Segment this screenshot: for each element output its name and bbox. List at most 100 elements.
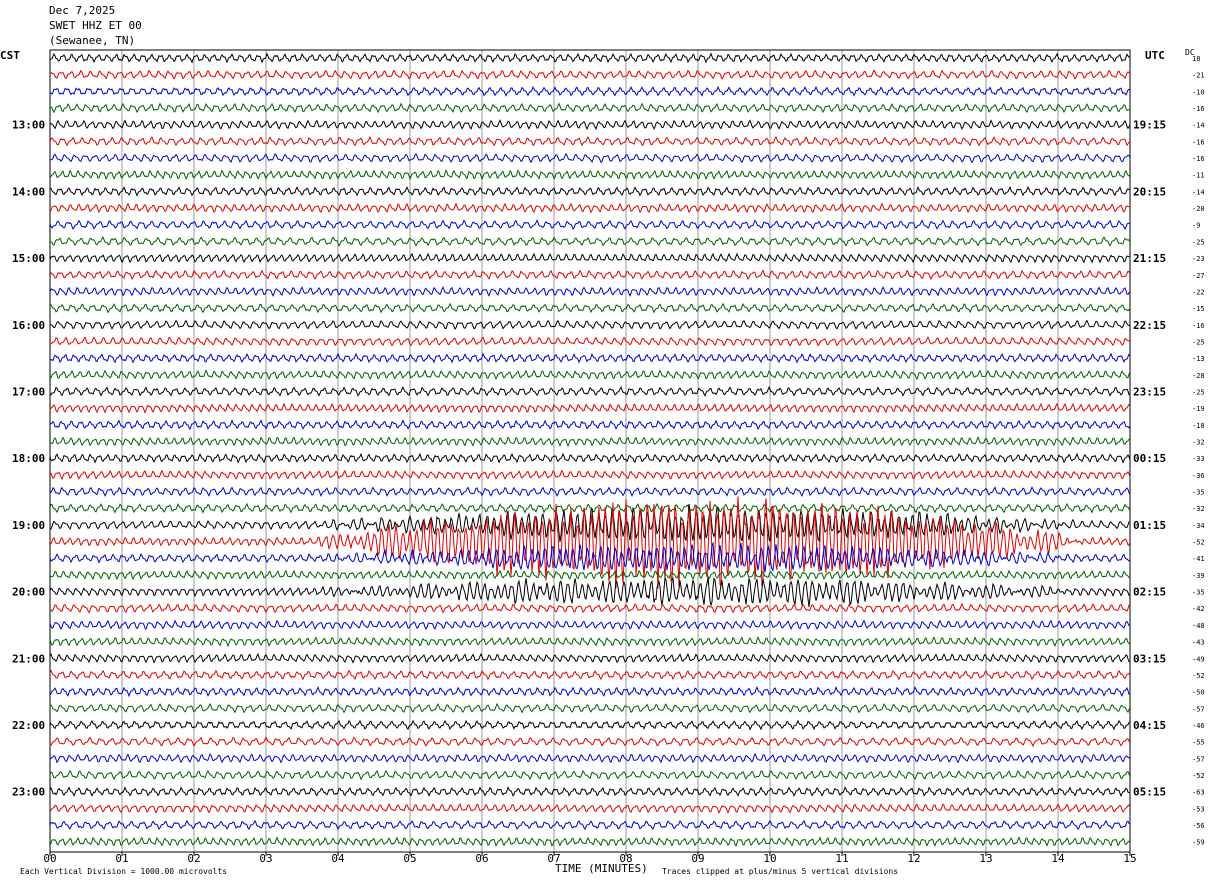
dc-offset-label: -22 (1192, 288, 1205, 296)
dc-offset-label: -56 (1192, 822, 1205, 830)
trace-line (49, 69, 1131, 80)
dc-offset-label: -59 (1192, 839, 1205, 847)
dc-offset-label: -53 (1192, 805, 1205, 813)
x-tick-label: 12 (907, 852, 920, 865)
utc-hour-label: 23:15 (1133, 385, 1166, 398)
dc-offset-label: -57 (1192, 755, 1205, 763)
trace-line (49, 652, 1131, 664)
cst-hour-label: 14:00 (12, 185, 45, 198)
cst-hour-label: 19:00 (12, 519, 45, 532)
dc-offset-label: -21 (1192, 72, 1205, 80)
trace-line (49, 319, 1131, 330)
x-tick-label: 02 (187, 852, 200, 865)
cst-hour-label: 22:00 (12, 719, 45, 732)
dc-offset-label: -52 (1192, 539, 1205, 547)
dc-column-label: DC (1185, 48, 1195, 57)
dc-offset-label: -20 (1192, 205, 1205, 213)
trace-line (49, 736, 1131, 748)
trace-line (49, 752, 1131, 764)
trace-line (49, 85, 1131, 97)
cst-hour-label: 23:00 (12, 786, 45, 799)
dc-offset-label: -63 (1192, 789, 1205, 797)
station-code: SWET HHZ ET 00 (49, 19, 142, 32)
trace-line (49, 569, 1131, 581)
clip-note: Traces clipped at plus/minus 5 vertical … (662, 867, 899, 876)
trace-line (49, 685, 1131, 698)
dc-offset-label: -25 (1192, 238, 1205, 246)
trace-line (49, 52, 1131, 64)
dc-offset-label: 18 (1192, 55, 1200, 63)
trace-line (49, 836, 1131, 848)
cst-hour-label: 13:00 (12, 119, 45, 132)
dc-offset-label: -13 (1192, 355, 1205, 363)
x-axis-title: TIME (MINUTES) (555, 862, 648, 875)
x-tick-label: 06 (475, 852, 488, 865)
x-tick-label: 11 (835, 852, 848, 865)
dc-offset-label: -15 (1192, 305, 1205, 313)
trace-line (49, 135, 1131, 147)
trace-line (49, 169, 1131, 181)
dc-offset-label: -25 (1192, 388, 1205, 396)
x-tick-label: 03 (259, 852, 272, 865)
trace-line (49, 502, 1131, 514)
utc-hour-label: 03:15 (1133, 652, 1166, 665)
utc-hour-label: 20:15 (1133, 185, 1166, 198)
trace-line (49, 786, 1131, 798)
trace-line (49, 102, 1131, 114)
trace-line (49, 769, 1131, 781)
utc-zone-label: UTC (1145, 49, 1165, 62)
trace-line (49, 386, 1131, 397)
trace-line (49, 469, 1131, 481)
dc-offset-label: -23 (1192, 255, 1205, 263)
dc-offset-label: -28 (1192, 372, 1205, 380)
x-tick-label: 15 (1123, 852, 1136, 865)
x-tick-label: 08 (619, 852, 632, 865)
trace-line (49, 336, 1131, 348)
dc-offset-label: -43 (1192, 639, 1205, 647)
dc-offset-label: -32 (1192, 438, 1205, 446)
dc-offset-label: -35 (1192, 489, 1205, 497)
utc-hour-label: 02:15 (1133, 586, 1166, 599)
trace-line (49, 486, 1131, 497)
x-tick-label: 13 (979, 852, 992, 865)
dc-offset-label: -48 (1192, 622, 1205, 630)
trace-line (49, 419, 1131, 431)
cst-hour-label: 18:00 (12, 452, 45, 465)
dc-offset-label: -52 (1192, 672, 1205, 680)
dc-offset-label: -10 (1192, 88, 1205, 96)
trace-line (49, 352, 1131, 364)
cst-hour-label: 21:00 (12, 652, 45, 665)
trace-line (49, 636, 1131, 648)
grid-lines (49, 49, 1131, 856)
trace-line (49, 252, 1131, 264)
trace-line (49, 285, 1131, 297)
plot-frame (49, 49, 1131, 853)
x-tick-label: 10 (763, 852, 776, 865)
dc-offset-label: -18 (1192, 422, 1205, 430)
dc-offset-label: -39 (1192, 572, 1205, 580)
dc-offset-label: -34 (1192, 522, 1205, 530)
dc-offset-label: -49 (1192, 655, 1205, 663)
trace-line (49, 575, 1131, 608)
dc-offset-label: -42 (1192, 605, 1205, 613)
trace-line (49, 503, 1131, 543)
dc-offset-label: -11 (1192, 172, 1205, 180)
utc-hour-label: 21:15 (1133, 252, 1166, 265)
utc-hour-label: 19:15 (1133, 119, 1166, 132)
dc-offset-label: -57 (1192, 705, 1205, 713)
dc-offset-label: -27 (1192, 272, 1205, 280)
trace-line (49, 119, 1131, 131)
dc-offset-label: -14 (1192, 188, 1205, 196)
trace-line (50, 236, 1131, 247)
trace-line (49, 803, 1131, 814)
dc-offset-label: -33 (1192, 455, 1205, 463)
x-tick-label: 04 (331, 852, 345, 865)
x-tick-label: 09 (691, 852, 704, 865)
trace-line (49, 452, 1131, 464)
dc-offset-label: -35 (1192, 589, 1205, 597)
trace-line (49, 541, 1131, 573)
dc-offset-label: -52 (1192, 772, 1205, 780)
trace-line (49, 602, 1131, 614)
dc-offset-label: -16 (1192, 138, 1205, 146)
dc-offset-label: -50 (1192, 689, 1205, 697)
